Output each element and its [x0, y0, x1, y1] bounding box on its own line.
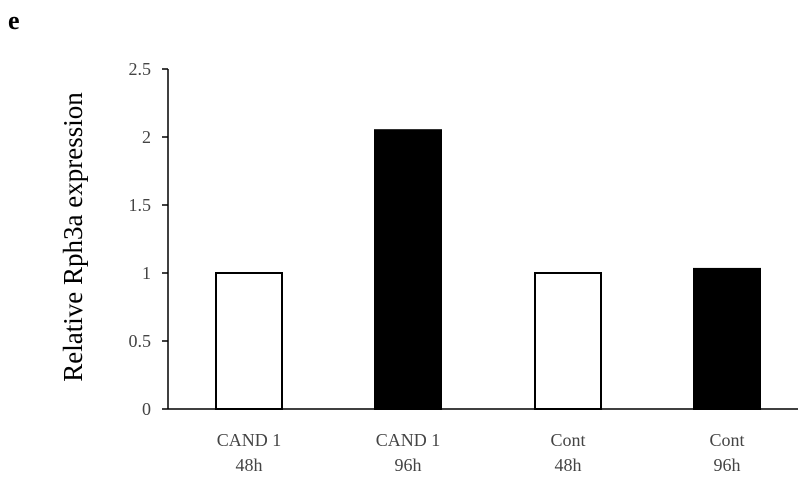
x-category-label: CAND 1 [217, 430, 282, 450]
x-category-label: 48h [555, 455, 582, 475]
category-labels: CAND 1 48h CAND 1 96h Cont 48h Cont 96h [217, 430, 745, 475]
y-axis-label-group: Relative Rph3a expression [58, 92, 88, 382]
bars [215, 129, 761, 411]
bar-0 [215, 272, 283, 410]
y-axis: 0 0.5 1 1.5 2 2.5 [129, 59, 169, 419]
panel-label: e [8, 6, 20, 35]
x-category-label: Cont [709, 430, 744, 450]
bar-2 [534, 272, 602, 410]
x-category-label: CAND 1 [376, 430, 441, 450]
x-category-label: 48h [236, 455, 263, 475]
x-category-label: 96h [395, 455, 422, 475]
y-tick-label: 2 [142, 127, 151, 147]
y-tick-label: 0 [142, 399, 151, 419]
x-category-label: 96h [714, 455, 741, 475]
y-tick-label: 2.5 [129, 59, 152, 79]
y-axis-label: Relative Rph3a expression [58, 92, 88, 382]
y-tick-label: 1.5 [129, 195, 152, 215]
y-tick-label: 1 [142, 263, 151, 283]
y-tick-label: 0.5 [129, 331, 152, 351]
bar-1 [374, 129, 442, 410]
x-category-label: Cont [550, 430, 585, 450]
bar-3 [693, 267, 761, 411]
